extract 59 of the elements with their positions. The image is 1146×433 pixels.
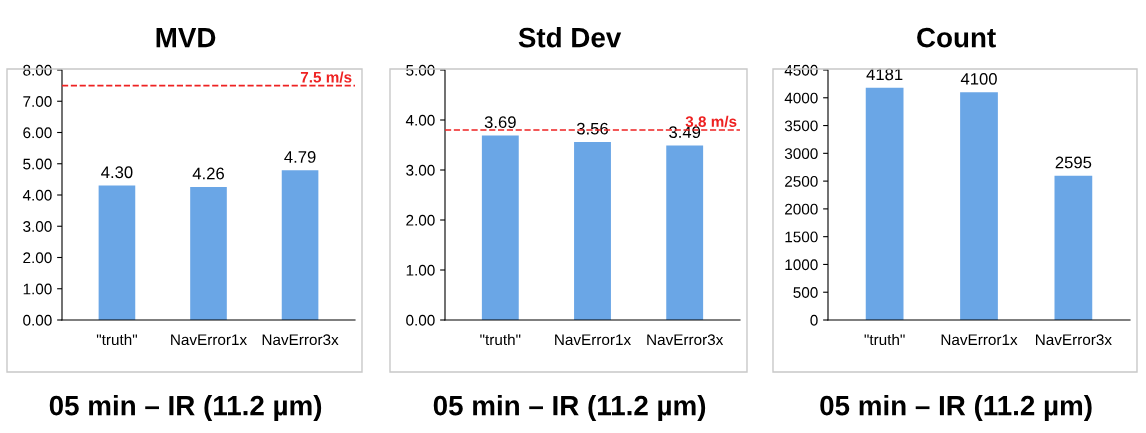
data-label: 3.49 bbox=[669, 126, 701, 139]
bar bbox=[666, 145, 704, 320]
data-label: 4.30 bbox=[101, 166, 133, 179]
y-tick-label: 8.00 bbox=[23, 64, 52, 76]
y-tick-label: 1.00 bbox=[406, 264, 435, 276]
y-tick-label: 2.00 bbox=[406, 214, 435, 226]
data-label: 4.79 bbox=[284, 151, 316, 163]
y-tick-label: 0.00 bbox=[406, 314, 435, 326]
chart-title: Std Dev bbox=[518, 27, 622, 48]
chart-title: Count bbox=[917, 27, 996, 48]
ref-line-label: 7.5 m/s bbox=[300, 71, 352, 83]
data-label: 4.26 bbox=[192, 167, 224, 180]
x-tick-label: "truth" bbox=[480, 333, 521, 346]
x-tick-label: NavError3x bbox=[647, 334, 724, 346]
y-tick-label: 4000 bbox=[784, 92, 818, 104]
x-tick-label: NavError3x bbox=[1036, 334, 1112, 346]
x-tick-label: "truth" bbox=[96, 333, 137, 346]
y-tick-label: 4500 bbox=[784, 64, 818, 76]
bar bbox=[960, 92, 998, 320]
bar bbox=[281, 170, 319, 320]
data-label: 3.69 bbox=[484, 116, 516, 129]
x-tick-label: NavError3x bbox=[262, 334, 339, 346]
bar bbox=[574, 142, 611, 320]
y-tick-label: 4.00 bbox=[22, 189, 52, 201]
y-tick-label: 5.00 bbox=[23, 158, 52, 170]
x-axis-title: 05 min – IR (11.2 µm) bbox=[433, 395, 706, 421]
x-tick-label: NavError1x bbox=[171, 334, 247, 346]
y-tick-label: 2000 bbox=[785, 203, 818, 215]
x-tick-label: NavError1x bbox=[941, 334, 1018, 346]
data-label: 4100 bbox=[960, 72, 997, 85]
y-tick-label: 6.00 bbox=[23, 127, 52, 139]
y-tick-label: 5.00 bbox=[406, 64, 435, 76]
bar bbox=[98, 185, 136, 320]
y-tick-label: 4.00 bbox=[405, 114, 435, 126]
y-tick-label: 7.00 bbox=[23, 96, 52, 107]
bar bbox=[190, 186, 227, 320]
y-tick-label: 3500 bbox=[784, 120, 818, 132]
y-tick-label: 2.00 bbox=[23, 252, 52, 264]
x-tick-label: NavError1x bbox=[555, 334, 631, 346]
y-tick-label: 1500 bbox=[785, 231, 818, 243]
bar bbox=[1054, 175, 1093, 320]
x-axis-title: 05 min – IR (11.2 µm) bbox=[49, 395, 322, 421]
y-tick-label: 0 bbox=[810, 314, 818, 326]
bar bbox=[865, 87, 904, 320]
ref-line-label: 3.8 m/s bbox=[685, 115, 737, 128]
data-label: 4181 bbox=[866, 68, 903, 81]
y-tick-label: 1000 bbox=[785, 259, 818, 271]
x-axis-title: 05 min – IR (11.2 µm) bbox=[820, 395, 1092, 421]
y-tick-label: 3000 bbox=[784, 148, 818, 160]
y-tick-label: 0.00 bbox=[23, 314, 52, 326]
x-tick-label: "truth" bbox=[864, 333, 905, 346]
bar bbox=[481, 135, 519, 320]
data-label: 2595 bbox=[1055, 156, 1092, 169]
chart-title: MVD bbox=[156, 28, 216, 48]
y-tick-label: 2500 bbox=[785, 175, 818, 187]
y-tick-label: 3.00 bbox=[23, 221, 52, 232]
y-tick-label: 3.00 bbox=[406, 164, 435, 176]
y-tick-label: 1.00 bbox=[23, 283, 52, 295]
y-tick-label: 500 bbox=[793, 287, 818, 298]
